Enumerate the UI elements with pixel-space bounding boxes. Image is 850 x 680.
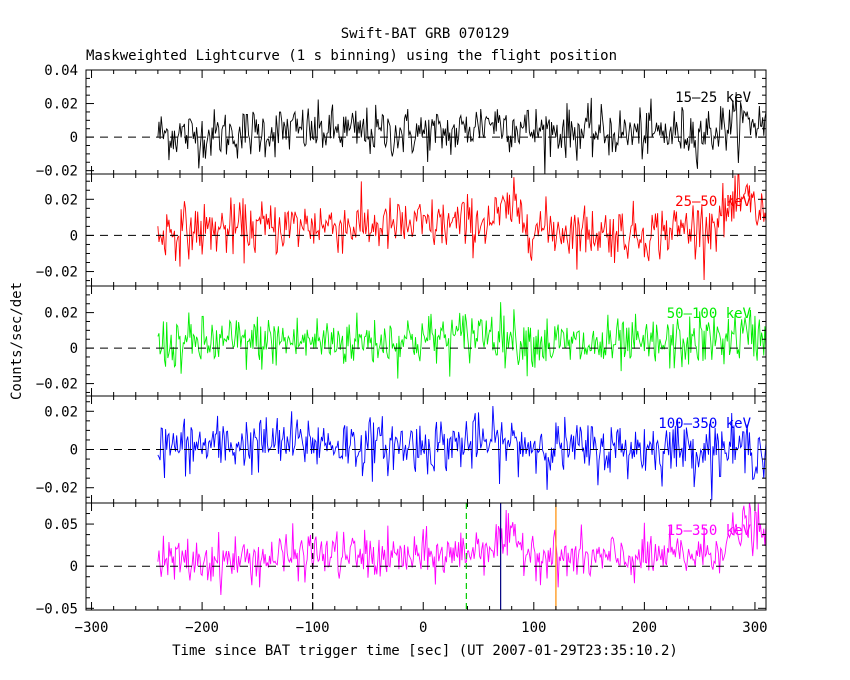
x-axis-label: Time since BAT trigger time [sec] (UT 20… [172, 643, 678, 659]
x-tick-label: 200 [632, 620, 657, 636]
panel-1: −0.02 0 0.02 0.04 15–25 keV [36, 63, 767, 180]
y-tick-label: 0.02 [44, 192, 78, 208]
x-tick-label: 100 [521, 620, 546, 636]
x-tick-label: −300 [75, 620, 109, 636]
panel-frame [85, 502, 767, 611]
panel-frame [85, 173, 767, 287]
y-tick-label: 0.05 [44, 517, 78, 533]
y-tick-label: −0.05 [36, 601, 78, 617]
panel-4: −0.02 0 0.02 100–350 keV [36, 395, 767, 504]
y-tick-label: −0.02 [36, 481, 78, 497]
y-tick-label: 0.02 [44, 306, 78, 322]
y-tick-label: 0.02 [44, 404, 78, 420]
y-axis-label: Counts/sec/det [9, 282, 25, 400]
x-tick-label: −200 [185, 620, 219, 636]
x-tick-label: 300 [742, 620, 767, 636]
series-label: 15–25 keV [675, 90, 751, 106]
series-label: 100–350 keV [658, 416, 751, 432]
y-tick-label: 0 [70, 559, 78, 575]
series-line [157, 302, 766, 379]
y-tick-label: 0 [70, 341, 78, 357]
y-tick-label: −0.02 [36, 265, 78, 281]
panel-2: −0.02 0 0.02 25–50 keV [36, 173, 767, 287]
series-label: 25–50 keV [675, 194, 751, 210]
y-tick-label: 0 [70, 130, 78, 146]
y-tick-label: 0 [70, 443, 78, 459]
chart-subtitle: Maskweighted Lightcurve (1 s binning) us… [86, 48, 617, 64]
panels-group: −0.02 0 0.02 0.04 15–25 keV −0.02 0 0.02 25–50 k… [36, 63, 768, 636]
x-tick-label: −100 [296, 620, 330, 636]
series-label: 15–350 keV [667, 523, 752, 539]
chart-title: Swift-BAT GRB 070129 [341, 26, 510, 42]
y-tick-label: −0.02 [36, 164, 78, 180]
panel-5: −0.05 0 0.05 15–350 keV [36, 502, 767, 617]
panel-3: −0.02 0 0.02 50–100 keV [36, 285, 767, 397]
series-line [157, 503, 766, 595]
series-line [157, 91, 766, 174]
series-label: 50–100 keV [667, 306, 752, 322]
y-tick-label: 0 [70, 228, 78, 244]
x-tick-label: 0 [419, 620, 427, 636]
y-tick-label: 0.04 [44, 63, 78, 79]
y-tick-label: −0.02 [36, 377, 78, 393]
y-tick-label: 0.02 [44, 97, 78, 113]
series-line [157, 174, 766, 280]
